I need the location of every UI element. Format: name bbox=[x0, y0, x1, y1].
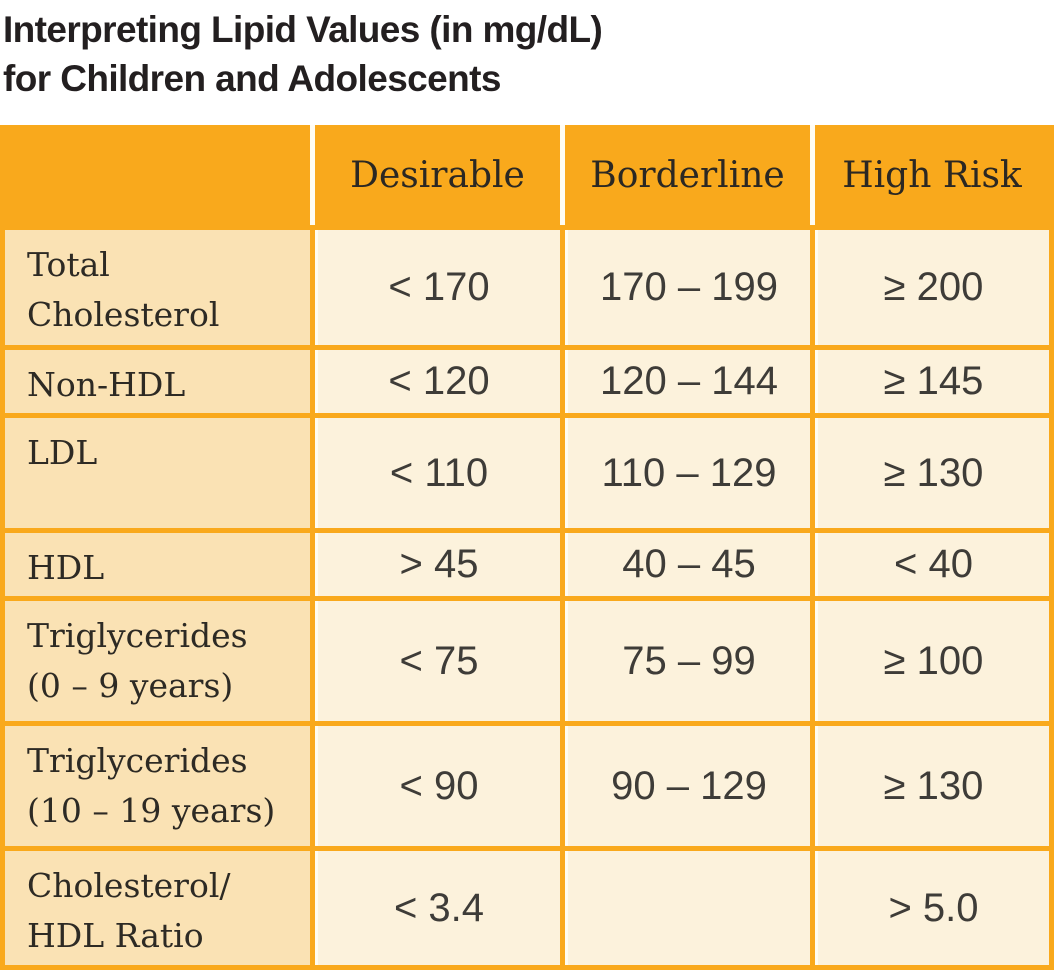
cell-high-risk: < 40 bbox=[815, 533, 1049, 596]
table-row-hdl: HDL > 45 40 – 45 < 40 bbox=[5, 533, 1049, 596]
cell-high-risk: ≥ 200 bbox=[815, 230, 1049, 345]
cell-borderline bbox=[565, 851, 810, 965]
row-label: Non-HDL bbox=[5, 350, 310, 413]
row-label: LDL bbox=[5, 418, 310, 528]
page-title: Interpreting Lipid Values (in mg/dL) for… bbox=[3, 5, 1054, 103]
page-title-line-1: Interpreting Lipid Values (in mg/dL) bbox=[3, 9, 603, 50]
table-row-total-cholesterol: Total Cholesterol < 170 170 – 199 ≥ 200 bbox=[5, 230, 1049, 345]
header-cell-desirable: Desirable bbox=[315, 125, 560, 225]
cell-desirable: > 45 bbox=[315, 533, 560, 596]
cell-high-risk: ≥ 130 bbox=[815, 726, 1049, 846]
table-row-ldl: LDL < 110 110 – 129 ≥ 130 bbox=[5, 418, 1049, 528]
cell-borderline: 75 – 99 bbox=[565, 601, 810, 721]
row-label: HDL bbox=[5, 533, 310, 596]
table-header-row: Desirable Borderline High Risk bbox=[5, 125, 1049, 225]
table-row-triglycerides-10-19: Triglycerides (10 – 19 years) < 90 90 – … bbox=[5, 726, 1049, 846]
cell-desirable: < 170 bbox=[315, 230, 560, 345]
cell-desirable: < 120 bbox=[315, 350, 560, 413]
cell-high-risk: ≥ 130 bbox=[815, 418, 1049, 528]
cell-high-risk: ≥ 145 bbox=[815, 350, 1049, 413]
lipid-values-table: Desirable Borderline High Risk Total Cho… bbox=[0, 125, 1054, 970]
cell-borderline: 40 – 45 bbox=[565, 533, 810, 596]
row-label: Cholesterol/ HDL Ratio bbox=[5, 851, 310, 965]
table-row-cholesterol-hdl-ratio: Cholesterol/ HDL Ratio < 3.4 > 5.0 bbox=[5, 851, 1049, 965]
header-cell-high-risk: High Risk bbox=[815, 125, 1049, 225]
cell-borderline: 170 – 199 bbox=[565, 230, 810, 345]
row-label: Total Cholesterol bbox=[5, 230, 310, 345]
row-label: Triglycerides (10 – 19 years) bbox=[5, 726, 310, 846]
cell-borderline: 120 – 144 bbox=[565, 350, 810, 413]
cell-borderline: 110 – 129 bbox=[565, 418, 810, 528]
header-cell-borderline: Borderline bbox=[565, 125, 810, 225]
cell-high-risk: ≥ 100 bbox=[815, 601, 1049, 721]
page-title-line-2: for Children and Adolescents bbox=[3, 58, 501, 99]
row-label: Triglycerides (0 – 9 years) bbox=[5, 601, 310, 721]
cell-desirable: < 3.4 bbox=[315, 851, 560, 965]
cell-desirable: < 75 bbox=[315, 601, 560, 721]
table-row-non-hdl: Non-HDL < 120 120 – 144 ≥ 145 bbox=[5, 350, 1049, 413]
table-row-triglycerides-0-9: Triglycerides (0 – 9 years) < 75 75 – 99… bbox=[5, 601, 1049, 721]
header-cell-blank bbox=[5, 125, 310, 225]
cell-desirable: < 90 bbox=[315, 726, 560, 846]
cell-high-risk: > 5.0 bbox=[815, 851, 1049, 965]
cell-desirable: < 110 bbox=[315, 418, 560, 528]
cell-borderline: 90 – 129 bbox=[565, 726, 810, 846]
